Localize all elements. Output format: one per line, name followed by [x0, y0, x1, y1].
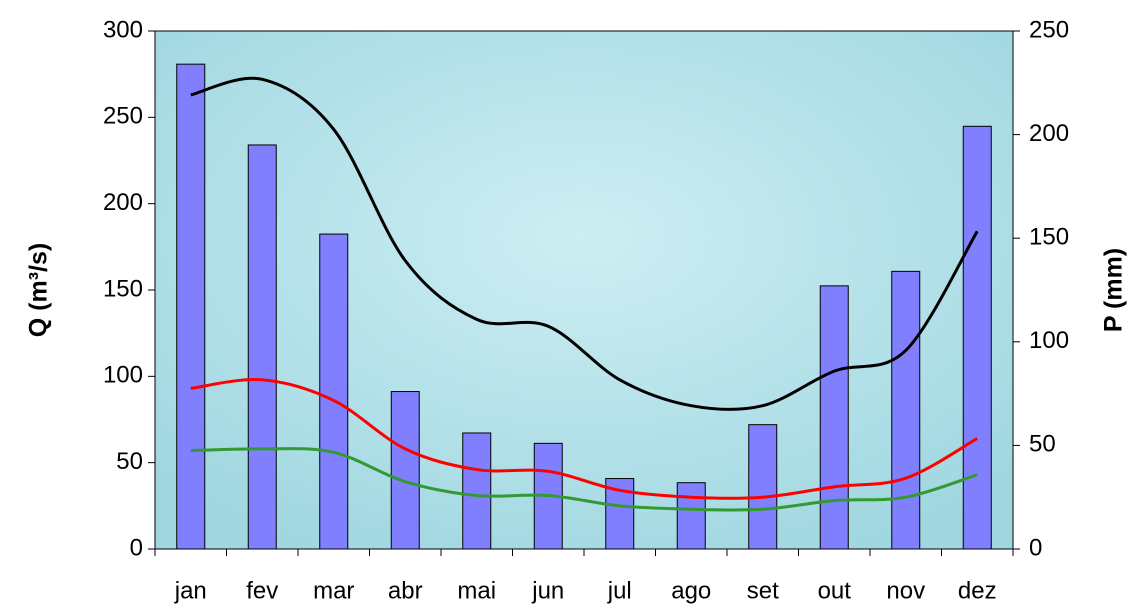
bar: [677, 483, 705, 549]
bar: [177, 64, 205, 549]
y2-axis-label: P (mm): [1100, 248, 1128, 332]
x-tick-label: mar: [313, 577, 354, 604]
bar: [248, 145, 276, 549]
y-tick-label: 200: [103, 189, 143, 216]
bar: [463, 433, 491, 549]
x-tick-label: dez: [958, 577, 997, 604]
y2-tick-label: 150: [1029, 224, 1069, 251]
x-tick-label: out: [818, 577, 852, 604]
chart: Q (m³/s) P (mm) 0 50 100 150 200 250 300 0 50 100…: [0, 0, 1141, 612]
x-tick-label: nov: [886, 577, 925, 604]
y-tick-label: 100: [103, 362, 143, 389]
bar: [963, 126, 991, 549]
y-axis-label: Q (m³/s): [25, 243, 53, 337]
x-tick-label: mai: [457, 577, 496, 604]
x-tick-label: jul: [607, 577, 632, 604]
x-tick-label: fev: [246, 577, 278, 604]
y-tick-label: 250: [103, 103, 143, 130]
x-tick-label: jun: [531, 577, 564, 604]
plot-area: [155, 31, 1013, 549]
bar: [820, 286, 848, 549]
y2-tick-label: 0: [1029, 534, 1042, 561]
y-tick-label: 0: [130, 534, 143, 561]
x-tick-label: abr: [388, 577, 423, 604]
bar: [892, 271, 920, 549]
y2-tick-label: 50: [1029, 431, 1056, 458]
bar: [320, 234, 348, 549]
bar: [749, 425, 777, 549]
x-tick-label: jan: [174, 577, 207, 604]
y-tick-label: 300: [103, 16, 143, 43]
x-tick-label: set: [747, 577, 779, 604]
bar: [391, 392, 419, 549]
y2-tick-label: 250: [1029, 16, 1069, 43]
y-tick-label: 150: [103, 275, 143, 302]
y2-tick-label: 100: [1029, 327, 1069, 354]
y2-tick-label: 200: [1029, 120, 1069, 147]
y-tick-label: 50: [116, 448, 143, 475]
x-tick-label: ago: [671, 577, 711, 604]
